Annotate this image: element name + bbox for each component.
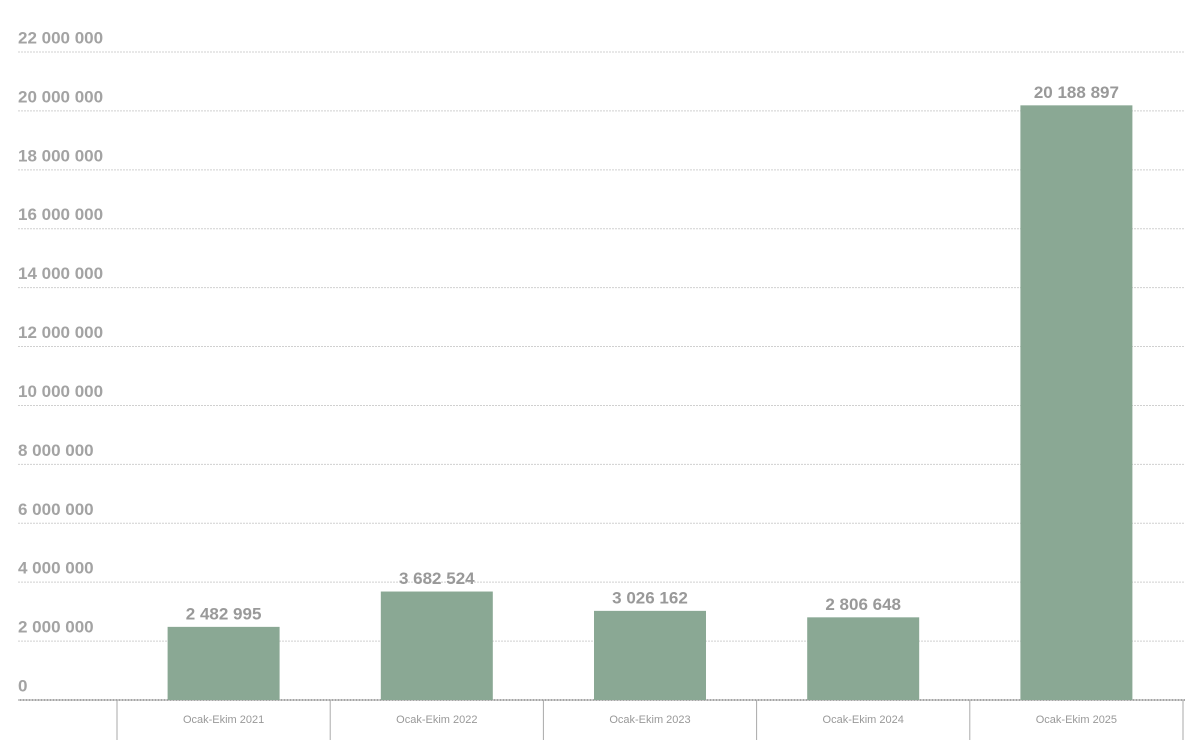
y-tick-label: 6 000 000: [18, 500, 94, 519]
y-tick-label: 18 000 000: [18, 146, 103, 165]
x-tick-label: Ocak-Ekim 2021: [183, 714, 264, 726]
y-tick-label: 22 000 000: [18, 28, 103, 47]
y-tick-label: 16 000 000: [18, 205, 103, 224]
value-label: 20 188 897: [1034, 83, 1119, 102]
value-label: 3 026 162: [612, 588, 688, 607]
x-tick-label: Ocak-Ekim 2023: [609, 714, 690, 726]
x-tick-label: Ocak-Ekim 2024: [823, 714, 904, 726]
x-tick-label: Ocak-Ekim 2025: [1036, 714, 1117, 726]
bar: [1020, 105, 1133, 700]
bar: [807, 617, 920, 700]
bar: [594, 610, 706, 700]
y-tick-label: 2 000 000: [18, 618, 94, 637]
x-tick-label: Ocak-Ekim 2022: [396, 714, 477, 726]
y-tick-label: 12 000 000: [18, 323, 103, 342]
bar: [167, 626, 280, 700]
value-label: 2 482 995: [186, 604, 262, 623]
y-tick-label: 20 000 000: [18, 87, 103, 106]
y-tick-label: 8 000 000: [18, 441, 94, 460]
y-tick-label: 10 000 000: [18, 382, 103, 401]
y-tick-label: 0: [18, 676, 27, 695]
y-tick-label: 4 000 000: [18, 559, 94, 578]
bar: [380, 591, 493, 700]
value-label: 2 806 648: [825, 595, 901, 614]
value-label: 3 682 524: [399, 569, 475, 588]
y-tick-label: 14 000 000: [18, 264, 103, 283]
